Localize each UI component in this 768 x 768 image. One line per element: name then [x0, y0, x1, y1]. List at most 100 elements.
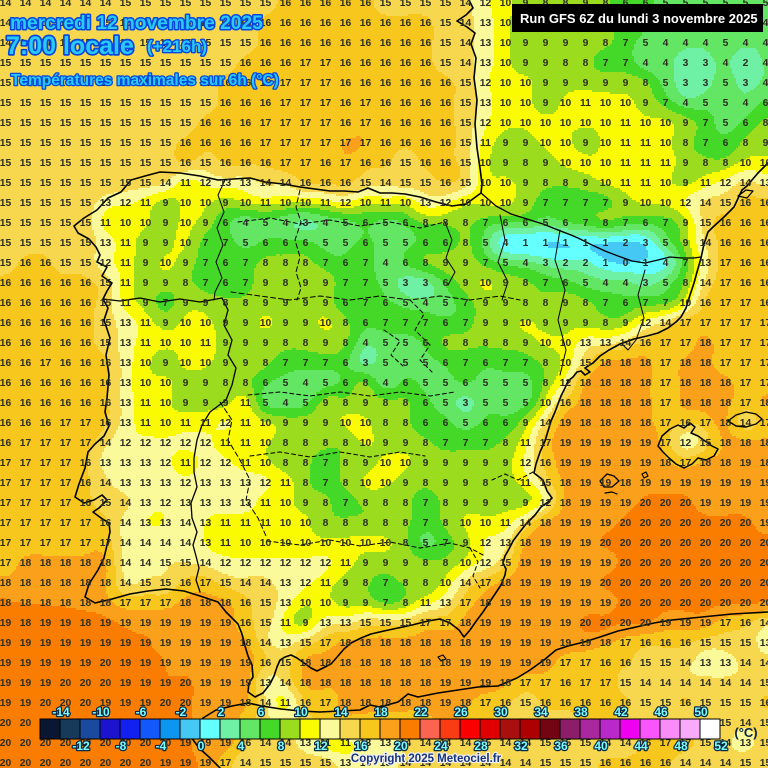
svg-text:15: 15: [0, 58, 11, 69]
svg-text:1: 1: [603, 258, 609, 269]
svg-text:20: 20: [640, 598, 652, 609]
svg-text:19: 19: [620, 498, 632, 509]
svg-text:18: 18: [680, 398, 692, 409]
svg-text:9: 9: [523, 498, 529, 509]
svg-text:16: 16: [320, 158, 332, 169]
svg-text:9: 9: [363, 558, 369, 569]
svg-text:9: 9: [443, 258, 449, 269]
svg-text:13: 13: [280, 638, 292, 649]
svg-text:16: 16: [354, 739, 368, 753]
svg-text:19: 19: [220, 638, 232, 649]
svg-text:16: 16: [760, 238, 768, 249]
svg-text:19: 19: [580, 498, 592, 509]
svg-text:9: 9: [183, 398, 189, 409]
svg-text:16: 16: [40, 378, 52, 389]
svg-text:8: 8: [643, 78, 649, 89]
svg-text:15: 15: [60, 198, 72, 209]
svg-text:11: 11: [620, 178, 631, 189]
svg-text:19: 19: [560, 438, 572, 449]
svg-text:12: 12: [120, 198, 132, 209]
svg-text:15: 15: [440, 58, 452, 69]
svg-text:17: 17: [280, 118, 292, 129]
svg-text:15: 15: [560, 758, 572, 768]
svg-text:11: 11: [620, 138, 631, 149]
svg-text:9: 9: [443, 458, 449, 469]
svg-text:18: 18: [720, 418, 732, 429]
svg-text:15: 15: [400, 178, 412, 189]
svg-text:1: 1: [523, 238, 529, 249]
svg-text:6: 6: [223, 258, 229, 269]
svg-text:15: 15: [160, 58, 172, 69]
svg-text:19: 19: [20, 638, 32, 649]
svg-text:15: 15: [640, 658, 652, 669]
svg-text:17: 17: [480, 698, 492, 709]
svg-text:8: 8: [283, 338, 289, 349]
svg-text:9: 9: [583, 138, 589, 149]
svg-text:15: 15: [60, 58, 72, 69]
svg-text:24: 24: [434, 739, 448, 753]
svg-text:7: 7: [423, 318, 429, 329]
svg-text:9: 9: [143, 298, 149, 309]
svg-text:10: 10: [180, 198, 192, 209]
svg-text:12: 12: [280, 558, 292, 569]
svg-text:15: 15: [160, 138, 172, 149]
svg-text:10: 10: [580, 118, 592, 129]
svg-text:5: 5: [283, 378, 289, 389]
svg-text:16: 16: [240, 618, 252, 629]
svg-text:10: 10: [600, 178, 612, 189]
svg-text:19: 19: [460, 678, 472, 689]
svg-text:8: 8: [543, 378, 549, 389]
svg-text:6: 6: [258, 705, 265, 719]
svg-text:11: 11: [220, 438, 231, 449]
svg-text:14: 14: [100, 0, 112, 9]
svg-text:13: 13: [120, 318, 132, 329]
svg-text:6: 6: [443, 278, 449, 289]
svg-text:15: 15: [220, 18, 232, 29]
svg-text:-10: -10: [92, 705, 110, 719]
svg-text:20: 20: [100, 658, 112, 669]
svg-text:12: 12: [140, 438, 152, 449]
svg-text:19: 19: [160, 678, 172, 689]
svg-text:17: 17: [60, 518, 72, 529]
svg-text:4: 4: [683, 38, 689, 49]
svg-text:15: 15: [580, 738, 592, 749]
svg-text:13: 13: [120, 418, 132, 429]
svg-text:9: 9: [303, 318, 309, 329]
svg-text:6: 6: [343, 258, 349, 269]
svg-text:9: 9: [463, 278, 469, 289]
svg-text:10: 10: [260, 438, 272, 449]
svg-text:46: 46: [654, 705, 668, 719]
svg-text:9: 9: [303, 298, 309, 309]
svg-text:14: 14: [120, 538, 132, 549]
svg-text:14: 14: [760, 658, 768, 669]
svg-text:11: 11: [280, 698, 291, 709]
svg-text:15: 15: [740, 698, 752, 709]
svg-text:5: 5: [723, 118, 729, 129]
svg-text:9: 9: [623, 318, 629, 329]
svg-text:11: 11: [340, 558, 351, 569]
svg-text:5: 5: [663, 278, 669, 289]
svg-text:17: 17: [340, 158, 352, 169]
svg-text:16: 16: [280, 38, 292, 49]
svg-text:13: 13: [700, 658, 712, 669]
svg-text:14: 14: [20, 0, 32, 9]
svg-text:20: 20: [740, 598, 752, 609]
svg-text:10: 10: [540, 338, 552, 349]
svg-text:17: 17: [80, 538, 92, 549]
svg-text:9: 9: [503, 278, 509, 289]
svg-text:15: 15: [120, 158, 132, 169]
svg-text:0: 0: [623, 258, 629, 269]
svg-text:15: 15: [180, 58, 192, 69]
svg-text:15: 15: [180, 18, 192, 29]
svg-text:16: 16: [720, 238, 732, 249]
svg-text:15: 15: [160, 578, 172, 589]
svg-text:19: 19: [40, 678, 52, 689]
svg-text:16: 16: [20, 298, 32, 309]
svg-text:13: 13: [760, 178, 768, 189]
svg-text:17: 17: [20, 438, 32, 449]
svg-text:16: 16: [40, 418, 52, 429]
svg-text:9: 9: [383, 438, 389, 449]
svg-text:17: 17: [280, 98, 292, 109]
svg-text:15: 15: [200, 0, 212, 9]
svg-text:8: 8: [343, 518, 349, 529]
